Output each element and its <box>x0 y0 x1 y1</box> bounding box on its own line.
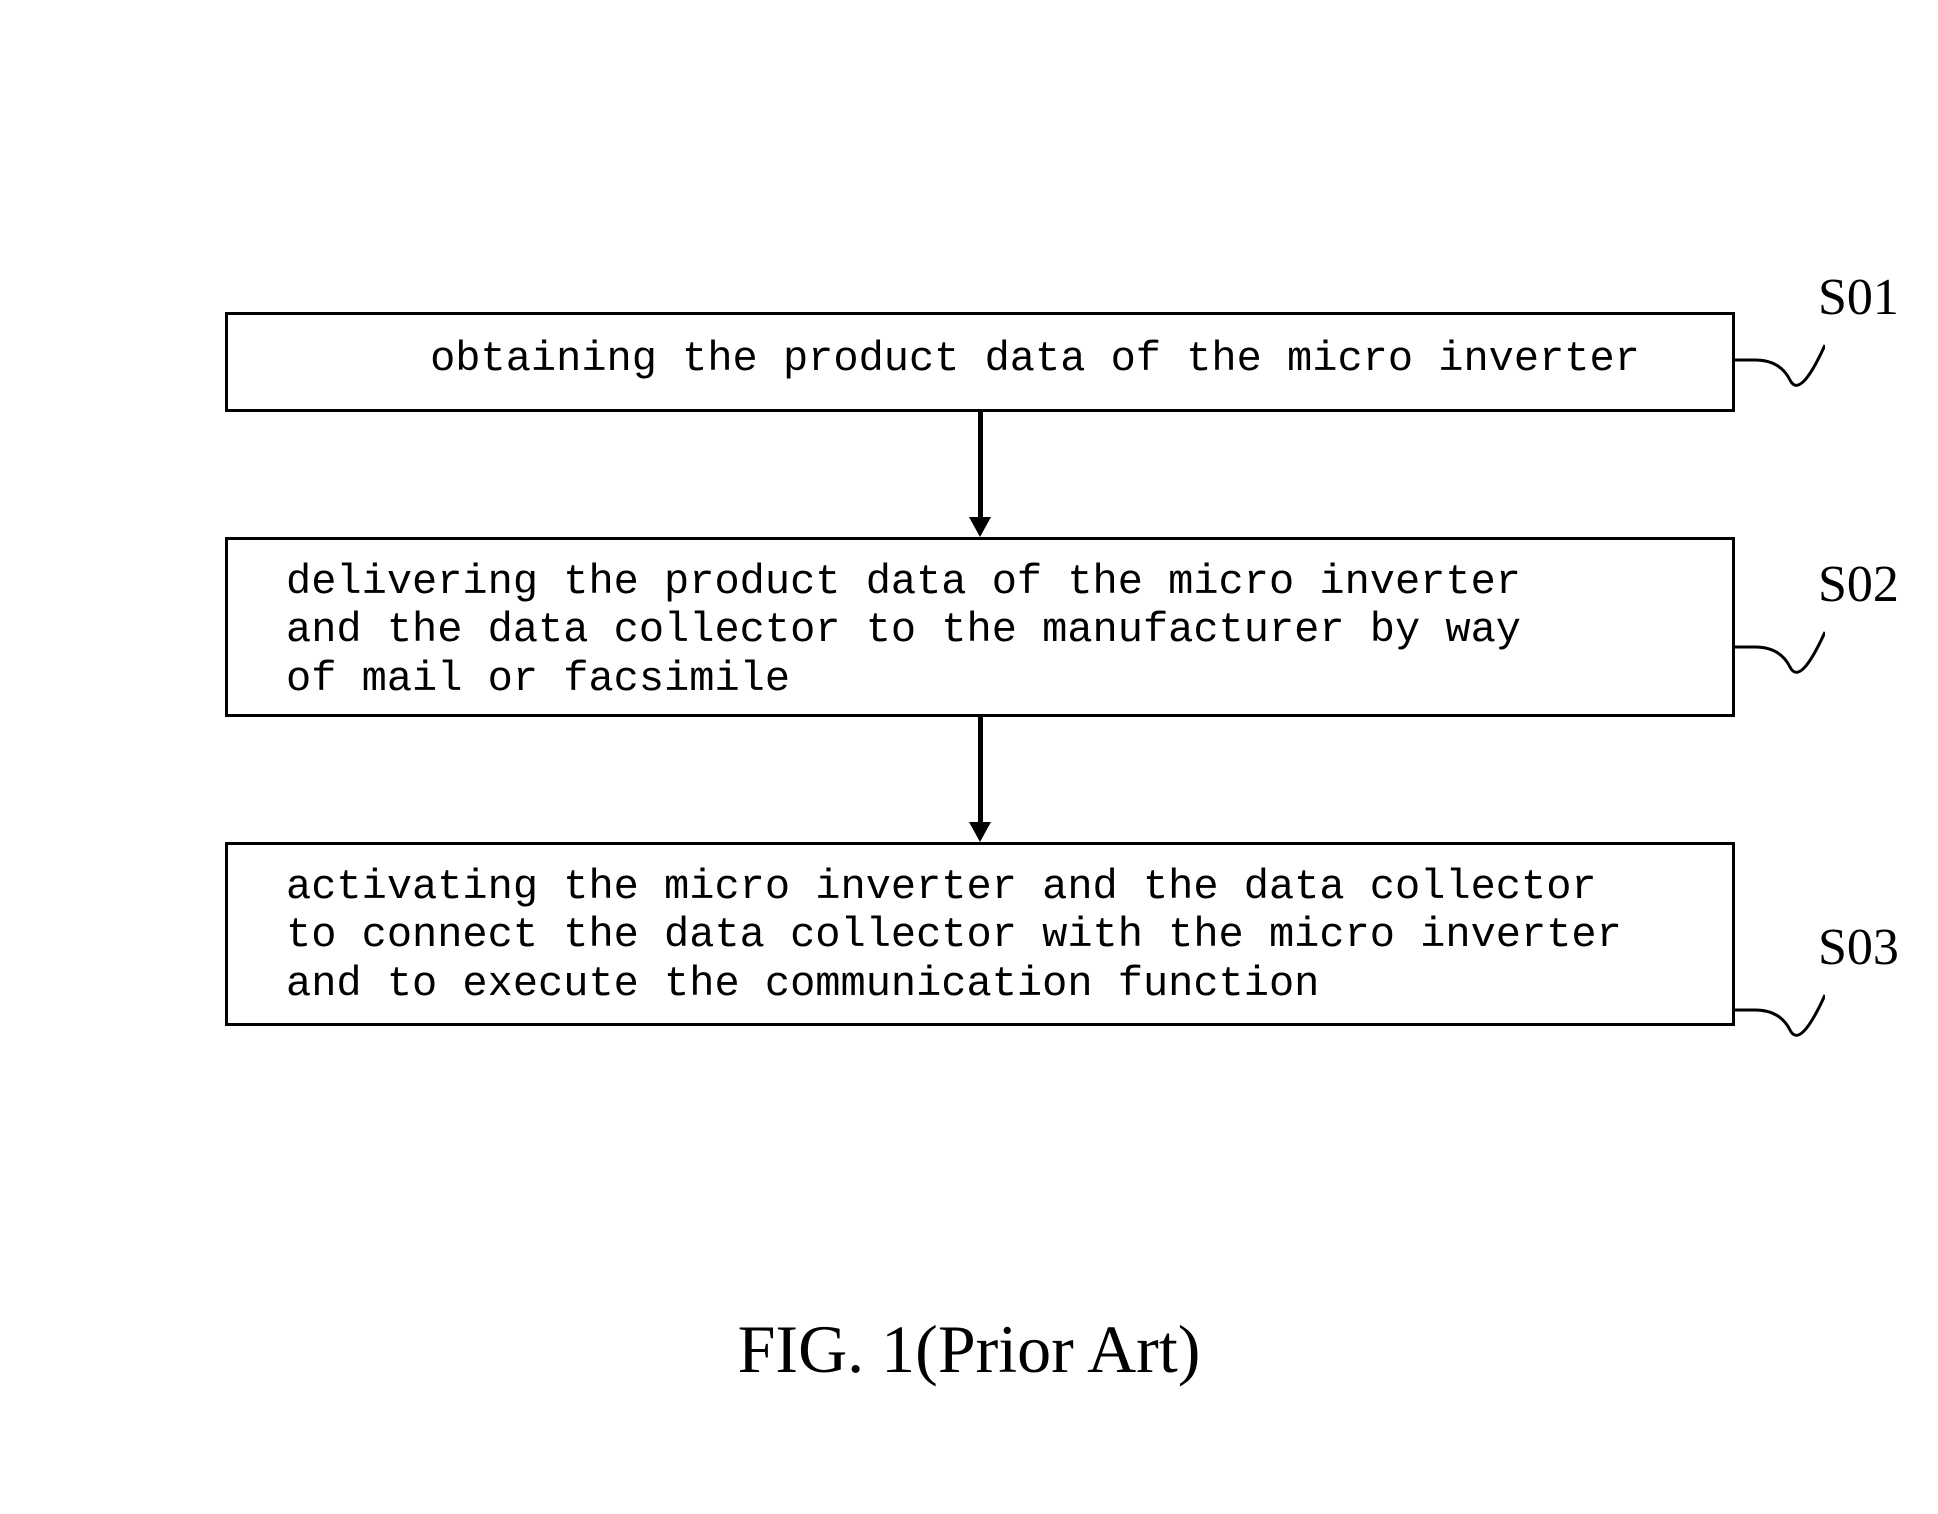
flow-step-text: activating the micro inverter and the da… <box>286 863 1622 1008</box>
label-connector <box>1735 622 1825 682</box>
label-connector <box>1735 985 1825 1045</box>
flow-arrow <box>969 412 991 537</box>
step-label-s03: S03 <box>1818 918 1899 977</box>
label-connector <box>1735 335 1825 395</box>
step-label-s01: S01 <box>1818 268 1899 327</box>
flowchart: obtaining the product data of the micro … <box>225 312 1735 1026</box>
flow-step-s02: delivering the product data of the micro… <box>225 537 1735 717</box>
figure-caption: FIG. 1(Prior Art) <box>0 1310 1938 1389</box>
flow-step-text: delivering the product data of the micro… <box>286 558 1521 703</box>
flow-step-s01: obtaining the product data of the micro … <box>225 312 1735 412</box>
flow-step-text: obtaining the product data of the micro … <box>358 335 1712 383</box>
flow-step-s03: activating the micro inverter and the da… <box>225 842 1735 1026</box>
step-label-s02: S02 <box>1818 555 1899 614</box>
flow-arrow <box>969 717 991 842</box>
